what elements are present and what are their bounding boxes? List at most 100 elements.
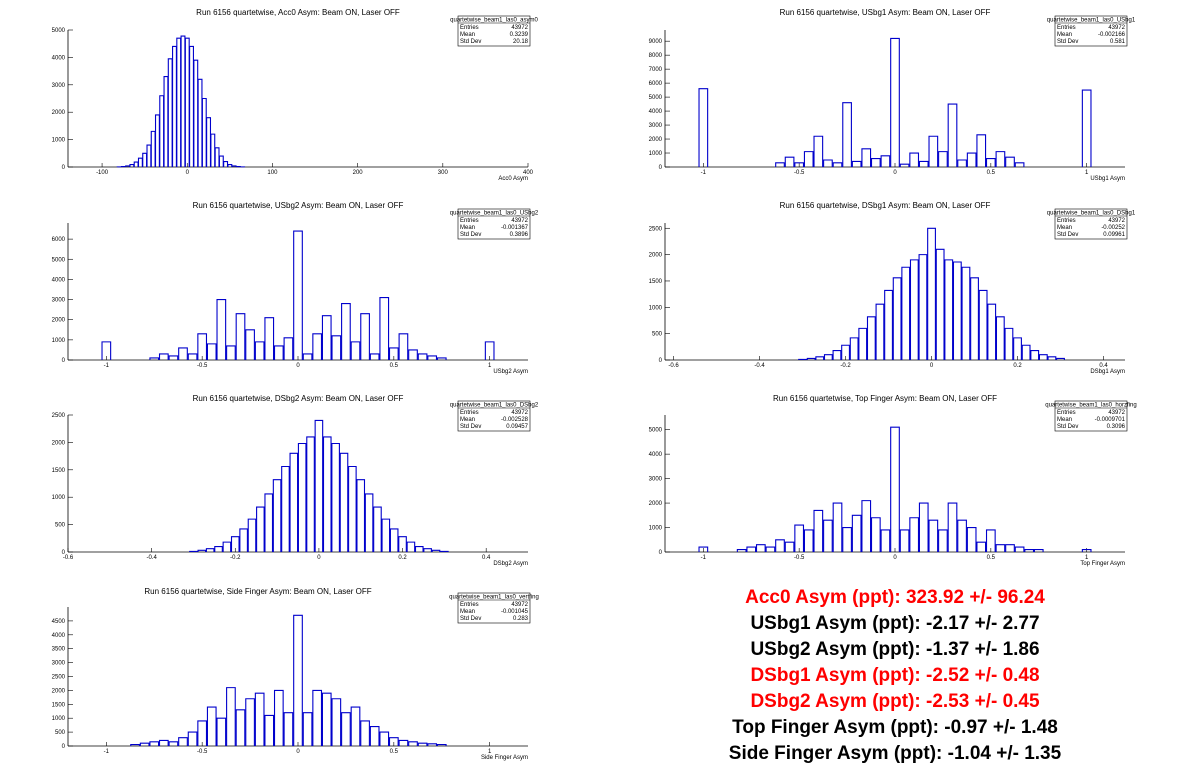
y-tick-label: 4500 [52, 619, 66, 625]
histogram-bin [944, 259, 954, 360]
y-tick-label: 0 [659, 358, 663, 364]
histogram-bin [245, 698, 255, 746]
histogram-bin [892, 277, 902, 360]
histogram-bin [235, 709, 246, 746]
histogram-bin [484, 341, 495, 360]
y-tick-label: 3000 [52, 661, 66, 667]
stats-mean-label: Mean [460, 417, 475, 423]
histogram-bin [210, 133, 216, 167]
histogram-bin [312, 333, 323, 360]
stats-name: quartetwise_beam1_las0_USbg1 [1047, 18, 1136, 24]
histogram-bin [216, 299, 227, 360]
histogram-bin [193, 59, 199, 167]
histogram-bin [858, 327, 868, 360]
histogram-bin [379, 731, 390, 746]
histogram-bin [698, 88, 709, 167]
y-tick-label: 6000 [649, 81, 663, 87]
y-tick-label: 2000 [649, 137, 663, 143]
histogram-bin [870, 158, 881, 167]
y-tick-label: 2000 [649, 253, 663, 259]
histogram-bin [381, 518, 391, 552]
y-tick-label: 1500 [52, 702, 66, 708]
histogram-bin [823, 159, 833, 167]
histogram-bin [746, 546, 757, 552]
histogram-bin [832, 502, 843, 552]
chart-title: Run 6156 quartetwise, Top Finger Asym: B… [773, 394, 997, 403]
asymmetry-summary: Acc0 Asym (ppt): 323.92 +/- 96.24 USbg1 … [700, 585, 1090, 767]
x-tick-label: 0 [930, 363, 934, 369]
histogram-bin [765, 546, 776, 552]
x-axis-label: DSbg1 Asym [1090, 369, 1125, 375]
x-axis-label: USbg2 Asym [493, 369, 528, 375]
histogram-bin [398, 333, 409, 360]
histogram-bin [302, 712, 313, 746]
x-tick-label: 0 [893, 555, 897, 561]
stats-std-dev-value: 0.09457 [506, 424, 528, 430]
histogram-bin [283, 712, 294, 746]
stats-std-dev-value: 0.283 [513, 616, 529, 622]
histogram-bin [159, 95, 165, 167]
histogram-bin [369, 353, 380, 360]
x-tick-label: 0.2 [1013, 363, 1022, 369]
y-tick-label: 0 [659, 550, 663, 556]
y-tick-label: 0 [62, 165, 66, 171]
x-tick-label: -0.5 [197, 363, 208, 369]
histogram-bin [976, 134, 987, 167]
x-axis-label: USbg1 Asym [1090, 176, 1125, 182]
histogram-bin [961, 266, 971, 360]
stats-entries-label: Entries [460, 218, 479, 224]
histogram-bin [281, 465, 290, 552]
histogram-bin [947, 103, 958, 167]
stats-entries-value: 43972 [511, 218, 528, 224]
histogram-bin [187, 731, 198, 746]
histogram-bin [293, 614, 303, 746]
summary-line-usbg2: USbg2 Asym (ppt): -1.37 +/- 1.86 [750, 639, 1040, 660]
y-tick-label: 4000 [649, 109, 663, 115]
histogram-bin [273, 689, 284, 746]
histogram-bin [890, 426, 900, 552]
histogram-bin [264, 317, 275, 360]
histogram-bin [436, 357, 447, 360]
histogram-bin [176, 37, 182, 167]
histogram-bin [866, 316, 876, 360]
histogram-bin [918, 502, 929, 552]
histogram-bin [803, 151, 814, 167]
summary-line-side-finger: Side Finger Asym (ppt): -1.04 +/- 1.35 [728, 743, 1062, 764]
histogram-bin [321, 692, 332, 746]
histogram-bin [698, 546, 709, 552]
stats-box [1054, 15, 1128, 47]
y-tick-label: 8000 [649, 53, 663, 59]
y-tick-label: 3500 [52, 647, 66, 653]
histogram-bin [1056, 357, 1065, 360]
histogram-bin [398, 536, 407, 552]
x-tick-label: 0.5 [390, 363, 399, 369]
histogram-bin [870, 517, 881, 552]
histogram-bin [201, 97, 207, 167]
histogram-bin [230, 536, 240, 552]
histogram-bin [995, 544, 1006, 552]
histogram-bin [133, 161, 139, 167]
histogram-bin [239, 528, 248, 552]
histogram-bin [1033, 549, 1044, 552]
y-tick-label: 500 [652, 332, 663, 338]
histogram-bin [312, 689, 323, 746]
histogram-bin [189, 45, 194, 167]
histogram-bin [966, 152, 977, 167]
stats-mean-label: Mean [1057, 225, 1072, 231]
histogram-bin [137, 157, 143, 167]
histogram-bin [1081, 89, 1092, 167]
histogram-bin [172, 45, 177, 167]
histogram-bin [388, 347, 399, 360]
histogram-bin [130, 744, 140, 746]
histogram-bin [775, 162, 785, 167]
histogram-bin [350, 706, 361, 746]
stats-entries-label: Entries [1057, 25, 1076, 31]
histogram-bin [222, 541, 232, 552]
stats-std-dev-label: Std Dev [1057, 39, 1078, 45]
histogram-panel-side-finger: Run 6156 quartetwise, Side Finger Asym: … [52, 587, 539, 761]
y-tick-label: 1000 [52, 338, 66, 344]
histogram-bin [297, 442, 307, 552]
y-tick-label: 2500 [649, 226, 663, 232]
histogram-bin [909, 517, 920, 552]
histogram-bin [995, 151, 1006, 167]
